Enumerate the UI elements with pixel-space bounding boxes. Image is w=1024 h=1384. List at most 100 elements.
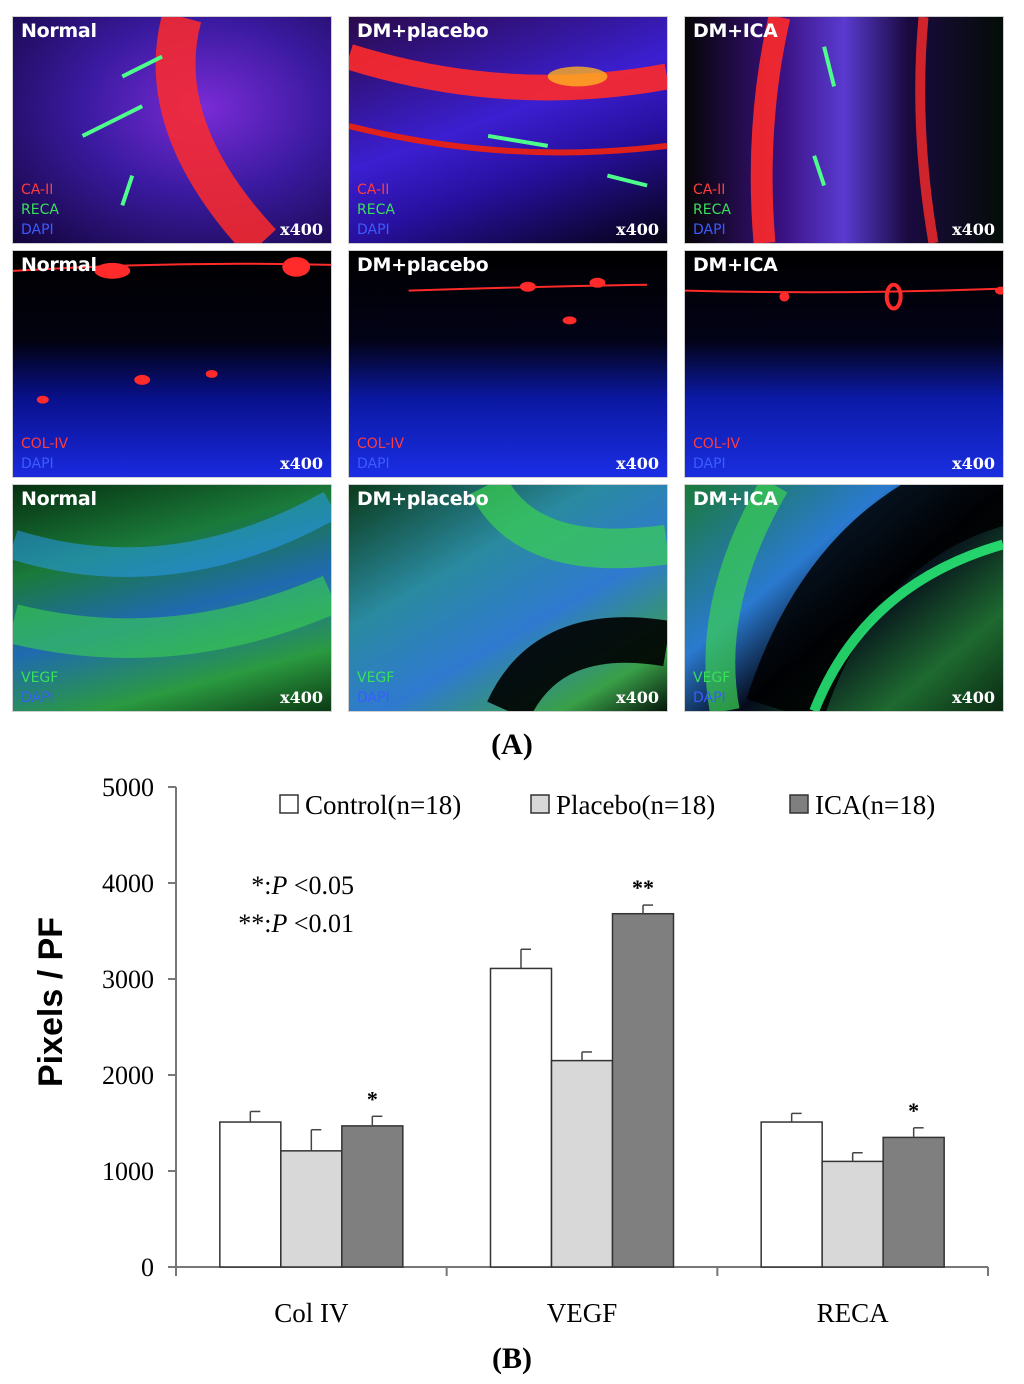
y-tick-label: 2000 [102,1061,154,1090]
annotation-p: P [270,909,287,938]
stain-label: DAPI [357,222,390,238]
bar [341,1125,404,1268]
annotation-line: **:P <0.01 [238,909,354,938]
micrograph-title: DM+ICA [693,254,778,276]
micrograph-title: DM+placebo [357,20,489,42]
micrograph-overlay [81,17,277,243]
micrograph-overlay [349,44,667,188]
annotation-stars: *: [251,871,271,900]
stain-label: COL-IV [357,436,405,452]
annotation-threshold: <0.01 [287,909,354,938]
y-tick-label: 4000 [102,869,154,898]
micrograph-image [13,251,331,477]
stain-label: DAPI [693,456,726,472]
stain-legend: CA-II RECA DAPI [21,180,59,240]
micrograph-title: DM+placebo [357,488,489,510]
micrograph-3-3: DM+ICA VEGF DAPI x400 [684,484,1004,712]
stain-label: VEGF [357,670,395,686]
x-axis: Col IV VEGF RECA [175,1266,989,1328]
stain-label: DAPI [21,690,54,706]
micrograph-2-2: DM+placebo COL-IV DAPI x400 [348,250,668,478]
legend-swatch [530,794,550,814]
stain-label: CA-II [21,182,54,198]
micrograph-2-3: DM+ICA COL-IV DAPI x400 [684,250,1004,478]
stain-label: DAPI [357,690,390,706]
legend-swatch [789,794,809,814]
stain-label: COL-IV [693,436,741,452]
bar [611,912,675,1268]
micrograph-overlay [13,256,331,404]
panel-a-label: (A) [491,728,533,761]
micrograph-1-3: DM+ICA CA-II RECA DAPI x400 [684,16,1004,244]
stain-legend: CA-II RECA DAPI [357,180,395,240]
annotation-line: *:P <0.05 [251,871,354,900]
magnification-label: x400 [952,220,995,239]
stain-legend: CA-II RECA DAPI [693,180,731,240]
stain-label: DAPI [693,222,726,238]
y-tick-label: 5000 [102,773,154,802]
bar [219,1121,282,1268]
x-tick-label: RECA [817,1298,890,1328]
bar [550,1059,614,1268]
micrograph-image [685,17,1003,243]
bar [821,1160,884,1268]
stain-legend: COL-IV DAPI [357,434,404,474]
significance-annotation: *:P <0.05**:P <0.01 [238,871,354,938]
bar [760,1121,823,1268]
stain-label: DAPI [357,456,390,472]
micrograph-title: Normal [21,488,97,510]
stain-label: DAPI [693,690,726,706]
stain-label: VEGF [21,670,59,686]
micrograph-title: Normal [21,20,97,42]
stain-label: RECA [21,202,59,218]
micrograph-overlay [685,282,1003,311]
annotation-stars: **: [238,909,271,938]
micrograph-image [349,17,667,243]
micrograph-title: DM+ICA [693,20,778,42]
magnification-label: x400 [616,220,659,239]
y-axis-label: Pixels / PF [32,917,70,1087]
bar [280,1150,343,1268]
micrograph-overlay [705,485,1003,711]
y-tick-label: 0 [141,1253,154,1282]
stain-label: VEGF [693,670,731,686]
micrograph-1-1: Normal CA-II RECA DAPI x400 [12,16,332,244]
micrograph-title: DM+ICA [693,488,778,510]
panel-b-label: (B) [492,1342,532,1375]
legend-label: Placebo(n=18) [556,790,715,820]
magnification-label: x400 [616,688,659,707]
stain-legend: VEGF DAPI [21,668,58,708]
significance-marker: * [367,1086,378,1111]
micrograph-overlay [13,491,331,659]
y-tick-label: 3000 [102,965,154,994]
micrograph-panel-a: Normal CA-II RECA DAPI x400 DM+placebo CA-II RE… [12,12,1012,716]
micrograph-overlay [750,17,939,243]
y-tick-label: 1000 [102,1157,154,1186]
legend-label: Control(n=18) [305,790,461,820]
micrograph-title: DM+placebo [357,254,489,276]
x-tick-label: Col IV [274,1298,349,1328]
annotation-p: P [270,871,287,900]
magnification-label: x400 [952,454,995,473]
bar [489,967,553,1268]
micrograph-image [685,251,1003,477]
bar [882,1136,945,1268]
micrograph-title: Normal [21,254,97,276]
stain-label: COL-IV [21,436,69,452]
stain-label: DAPI [21,222,54,238]
bar-chart: Control(n=18) Placebo(n=18) ICA(n=18) *:P … [32,773,989,1328]
magnification-label: x400 [952,688,995,707]
chart-legend: Control(n=18) Placebo(n=18) ICA(n=18) [279,790,935,820]
magnification-label: x400 [280,220,323,239]
annotation-threshold: <0.05 [287,871,354,900]
significance-marker: * [908,1098,919,1123]
stain-label: CA-II [693,182,726,198]
bar-series: **** [219,875,945,1268]
micrograph-2-1: Normal COL-IV DAPI x400 [12,250,332,478]
stain-legend: COL-IV DAPI [693,434,740,474]
stain-legend: VEGF DAPI [357,668,394,708]
stain-legend: COL-IV DAPI [21,434,68,474]
micrograph-3-2: DM+placebo VEGF DAPI x400 [348,484,668,712]
stain-label: RECA [693,202,731,218]
magnification-label: x400 [280,688,323,707]
